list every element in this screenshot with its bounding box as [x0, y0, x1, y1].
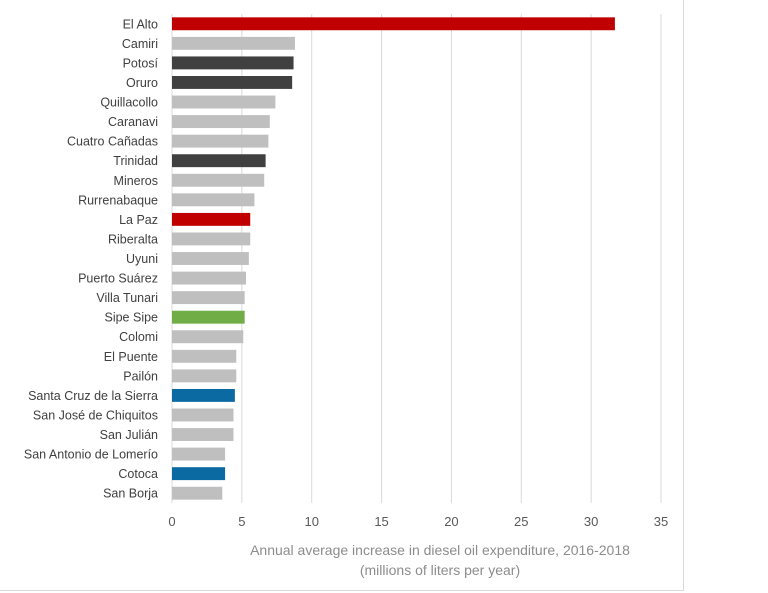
- bar: [172, 447, 226, 461]
- x-tick-label: 35: [654, 514, 668, 529]
- bar: [172, 36, 295, 50]
- category-label: Trinidad: [113, 154, 158, 168]
- bars: [172, 17, 615, 500]
- bar: [172, 252, 249, 265]
- bar: [172, 271, 247, 285]
- bar: [172, 154, 266, 168]
- bar: [172, 330, 244, 344]
- x-axis-title-line-2: (millions of liters per year): [360, 562, 520, 578]
- category-label: Cuatro Cañadas: [67, 135, 158, 149]
- x-tick-label: 15: [374, 514, 388, 529]
- bar: [172, 134, 269, 148]
- category-label: Riberalta: [108, 232, 158, 246]
- bar: [172, 388, 235, 402]
- category-label: Uyuni: [126, 252, 158, 266]
- category-label: Quillacollo: [100, 96, 158, 110]
- category-label: Pailón: [123, 369, 158, 383]
- bar: [172, 173, 265, 187]
- category-label: El Puente: [104, 350, 158, 364]
- category-label: San Antonio de Lomerío: [24, 448, 158, 462]
- x-tick-label: 5: [238, 514, 245, 529]
- bar: [172, 486, 223, 500]
- bar: [172, 467, 226, 481]
- category-label: San José de Chiquitos: [33, 408, 158, 422]
- x-tick-label: 0: [168, 514, 175, 529]
- x-axis-title-line-1: Annual average increase in diesel oil ex…: [250, 542, 630, 558]
- bar: [172, 369, 237, 383]
- category-labels: El Alto Camiri Potosí Oruro Quillacollo Caran…: [24, 17, 159, 500]
- x-tick-label: 10: [304, 514, 318, 529]
- bar: [172, 17, 615, 31]
- category-label: Cotoca: [118, 467, 158, 481]
- bar: [172, 408, 234, 422]
- category-label: Villa Tunari: [96, 291, 158, 305]
- x-tick-label: 25: [514, 514, 528, 529]
- x-tick-label: 30: [584, 514, 598, 529]
- bar: [172, 212, 251, 226]
- category-label: La Paz: [119, 213, 158, 227]
- bar: [172, 56, 294, 70]
- x-tick-labels: 0 5 10 15 20 25 30 35: [168, 514, 668, 529]
- chart-frame: [0, 0, 684, 591]
- x-tick-label: 20: [444, 514, 458, 529]
- category-label: Oruro: [126, 76, 158, 90]
- bar: [172, 115, 270, 129]
- category-label: Colomi: [119, 330, 158, 344]
- bar: [172, 310, 245, 324]
- category-label: San Borja: [103, 487, 158, 501]
- category-label: Santa Cruz de la Sierra: [28, 389, 158, 403]
- category-label: Rurrenabaque: [78, 193, 158, 207]
- category-label: Mineros: [114, 174, 158, 188]
- bar: [172, 232, 251, 246]
- category-label: El Alto: [123, 17, 158, 31]
- category-label: Sipe Sipe: [104, 311, 158, 325]
- category-label: Puerto Suárez: [78, 272, 158, 286]
- bar: [172, 428, 234, 441]
- bar: [172, 291, 245, 305]
- bar: [172, 349, 237, 363]
- category-label: Caranavi: [108, 115, 158, 129]
- bar: [172, 95, 276, 109]
- category-label: Camiri: [122, 37, 158, 51]
- category-label: Potosí: [123, 56, 159, 70]
- bar: [172, 193, 255, 207]
- category-label: San Julián: [100, 428, 158, 442]
- bar: [172, 76, 293, 89]
